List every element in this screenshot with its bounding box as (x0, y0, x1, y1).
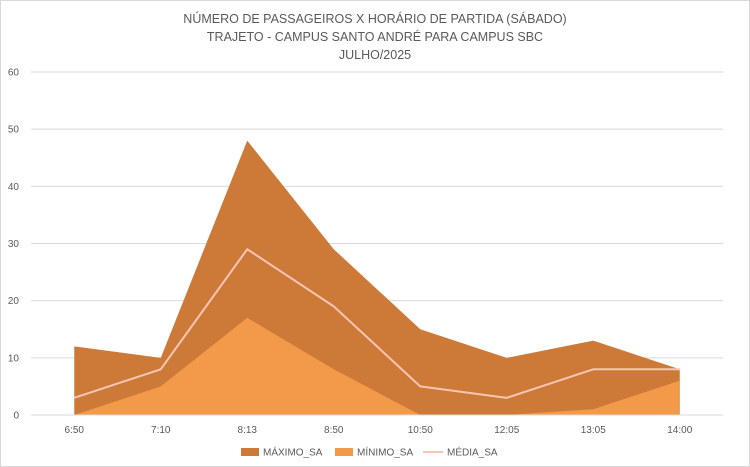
y-tick-label: 0 (13, 411, 19, 422)
x-tick-label: 8:13 (238, 425, 258, 436)
line-m-dia-sa (73, 248, 680, 399)
legend-swatch (241, 448, 259, 456)
chart-title-line-3: JULHO/2025 (338, 48, 412, 62)
series-layer (73, 140, 680, 415)
x-tick-label: 14:00 (667, 425, 692, 436)
x-tick-label: 12:05 (494, 425, 519, 436)
legend-item-m-dia-sa: MÉDIA_SA (423, 446, 498, 459)
x-tick-label: 8:50 (324, 425, 344, 436)
chart-title-line-1: NÚMERO DE PASSAGEIROS X HORÁRIO DE PARTI… (183, 12, 567, 26)
chart-title-line-2: TRAJETO - CAMPUS SANTO ANDRÉ PARA CAMPUS… (206, 30, 544, 44)
y-tick-label: 10 (8, 353, 20, 364)
y-tick-label: 20 (8, 296, 20, 307)
legend: MÁXIMO_SA MÍNIMO_SA MÉDIA_SA (241, 446, 498, 459)
x-tick-label: 13:05 (581, 425, 606, 436)
y-tick-label: 40 (8, 182, 20, 193)
x-tick-label: 7:10 (151, 425, 171, 436)
y-tick-label: 30 (8, 239, 20, 250)
legend-label: MÁXIMO_SA (263, 446, 323, 459)
x-tick-label: 6:50 (65, 425, 85, 436)
chart-title: NÚMERO DE PASSAGEIROS X HORÁRIO DE PARTI… (1, 10, 749, 64)
y-tick-label: 50 (8, 125, 20, 136)
legend-item-m-ximo-sa: MÁXIMO_SA (241, 446, 323, 459)
y-tick-label: 60 (8, 68, 20, 79)
x-tick-label: 10:50 (408, 425, 433, 436)
legend-label: MÍNIMO_SA (357, 446, 413, 459)
axis-layer: 0 10 20 30 40 50 60 6:50 7:10 8:13 8:50 10:50 12:05 1… (8, 68, 723, 436)
legend-label: MÉDIA_SA (447, 446, 498, 459)
legend-item-m-nimo-sa: MÍNIMO_SA (335, 446, 413, 459)
legend-swatch (335, 448, 353, 456)
area-m-nimo-sa (74, 317, 680, 415)
area-m-ximo-sa (74, 140, 680, 415)
